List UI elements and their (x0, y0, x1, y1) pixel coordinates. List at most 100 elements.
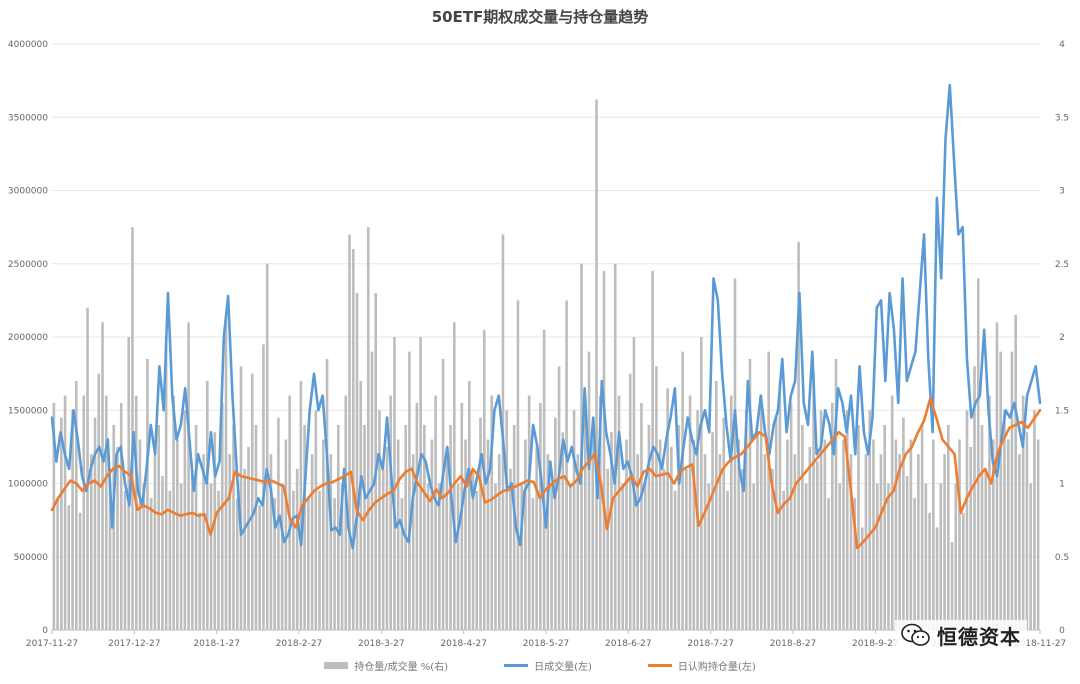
ratio-bar (456, 483, 460, 630)
ratio-bar (673, 490, 677, 630)
ratio-bar (1014, 315, 1017, 630)
y-right-tick-label: 2 (1059, 333, 1065, 343)
ratio-bar (875, 483, 879, 630)
ratio-bar (999, 351, 1003, 630)
x-tick-label: 2018-7-27 (687, 639, 734, 649)
ratio-bar (426, 483, 430, 630)
ratio-bar (307, 498, 310, 630)
ratio-bar (464, 439, 467, 630)
ratio-bar (333, 498, 336, 630)
ratio-bar (834, 358, 838, 630)
ratio-bar (535, 446, 538, 630)
legend-label-call-oi: 日认购持仓量(左) (677, 662, 756, 673)
ratio-bar (752, 483, 756, 630)
ratio-bar (344, 395, 348, 630)
ratio-bar (591, 439, 595, 630)
ratio-bar (400, 498, 404, 630)
ratio-bar (920, 424, 924, 630)
ratio-bar (909, 439, 913, 630)
ratio-bar (726, 490, 729, 630)
ratio-bar (939, 483, 943, 630)
ratio-bar (744, 410, 748, 630)
watermark-text: 恒德资本 (937, 624, 1021, 649)
ratio-bar (546, 454, 550, 630)
ratio-bar (628, 373, 632, 630)
ratio-bar (86, 307, 89, 630)
ratio-bar (595, 99, 598, 631)
ratio-bar (340, 483, 344, 630)
ratio-bar (89, 454, 93, 630)
ratio-bar (411, 454, 415, 630)
ratio-bar (318, 490, 321, 630)
ratio-bar (830, 402, 834, 630)
ratio-bar (232, 424, 235, 630)
ratio-bar (146, 358, 149, 630)
ratio-bar (164, 337, 168, 630)
ratio-bar (703, 454, 707, 630)
legend-swatch-volume (504, 664, 529, 667)
ratio-bar (183, 410, 187, 630)
ratio-bar (370, 351, 374, 630)
ratio-bar (97, 373, 101, 630)
ratio-bar (202, 454, 205, 630)
ratio-bar (688, 395, 692, 630)
ratio-bar (767, 351, 770, 630)
ratio-bar (539, 402, 542, 630)
ratio-bar (1029, 483, 1032, 630)
legend-item-bar: 持仓量/成交量 %(右) (324, 658, 448, 673)
legend-swatch-call-oi (647, 664, 672, 667)
ratio-bar (423, 424, 426, 630)
ratio-bar (475, 490, 479, 630)
ratio-bar (640, 402, 643, 630)
ratio-bar (954, 483, 958, 630)
call-open-interest-line (50, 397, 1042, 550)
ratio-bar (576, 454, 580, 630)
ratio-bar (112, 424, 116, 630)
ratio-bar (617, 395, 621, 630)
ratio-bar (220, 402, 224, 630)
ratio-bar (101, 322, 104, 630)
x-tick-label: 2018-2-27 (276, 639, 323, 649)
ratio-bar (198, 512, 202, 630)
ratio-bar (348, 234, 351, 630)
y-right-tick-label: 1.5 (1055, 406, 1069, 416)
ratio-bar (969, 446, 973, 630)
ratio-bar (707, 483, 711, 630)
ratio-bar (363, 424, 366, 630)
ratio-bar (295, 468, 299, 630)
ratio-bar (243, 468, 247, 630)
watermark: 恒德资本 (895, 620, 1027, 650)
ratio-bar (1025, 432, 1029, 630)
ratio-bar (759, 395, 763, 630)
ratio-bar (438, 483, 441, 630)
ratio-bar (359, 380, 363, 630)
ratio-bar (269, 454, 273, 630)
ratio-bar (849, 454, 853, 630)
ratio-bar (168, 490, 172, 630)
ratio-bar (378, 410, 381, 630)
ratio-bar (250, 373, 254, 630)
ratio-bar (336, 424, 340, 630)
ratio-bar (718, 454, 722, 630)
ratio-bar (228, 454, 232, 630)
ratio-bar (902, 417, 905, 630)
y-right-tick-label: 0 (1059, 626, 1065, 636)
ratio-bar (662, 468, 666, 630)
ratio-bar (520, 483, 523, 630)
ratio-bar (714, 380, 718, 630)
ratio-bar (905, 476, 909, 630)
ratio-bar (827, 498, 830, 630)
ratio-bar (280, 483, 284, 630)
ratio-bar (509, 468, 512, 630)
ratio-bar (961, 512, 965, 630)
ratio-bar (273, 498, 276, 630)
ratio-bar (467, 380, 471, 630)
ratio-bar (419, 337, 422, 630)
ratio-bar (194, 424, 198, 630)
x-tick-label: 2018-5-27 (523, 639, 570, 649)
ratio-bar (655, 366, 658, 630)
ratio-bar (991, 439, 995, 630)
legend-swatch-bar (324, 662, 349, 669)
ratio-bar (497, 454, 501, 630)
